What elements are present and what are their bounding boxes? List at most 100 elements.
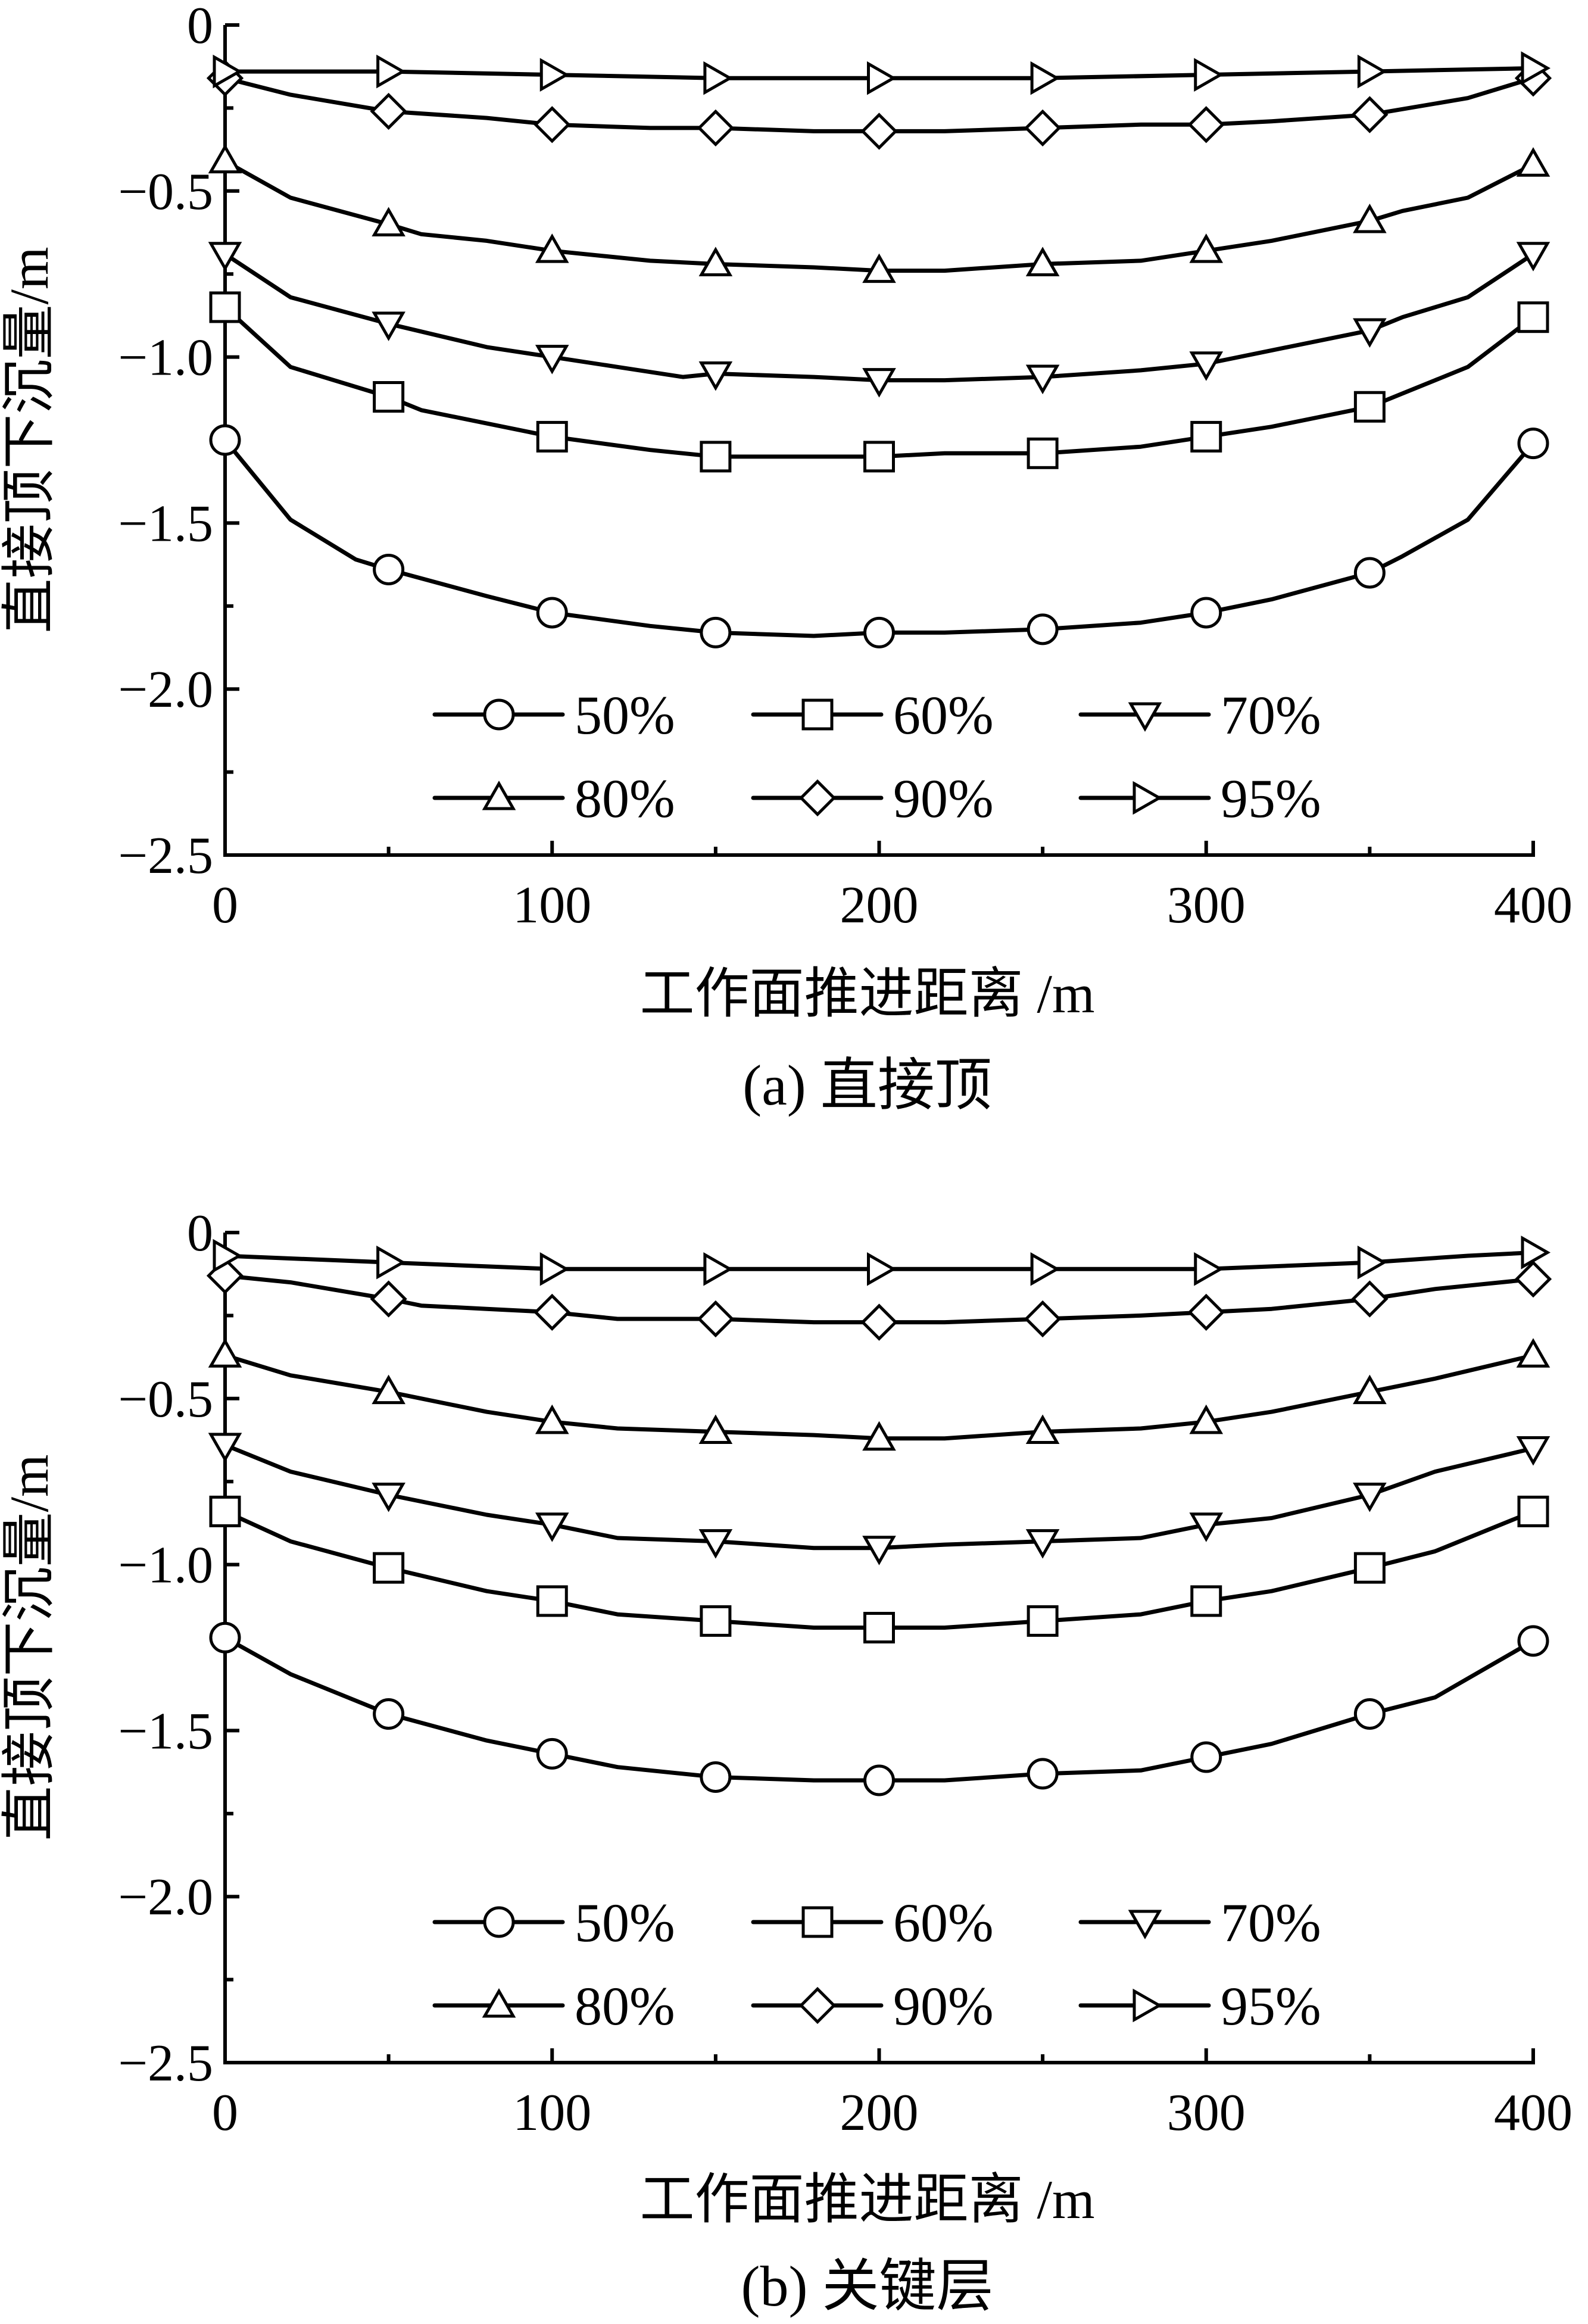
data-point — [1353, 1483, 1387, 1512]
data-point — [373, 553, 405, 585]
data-point — [1357, 54, 1387, 89]
legend-item: 80% — [432, 1976, 675, 2036]
data-point — [1353, 318, 1387, 348]
data-point — [1187, 1293, 1225, 1331]
data-point — [1353, 203, 1387, 233]
data-point — [1027, 1605, 1059, 1637]
data-point — [863, 1764, 895, 1796]
legend-marker — [482, 1988, 516, 2018]
data-point — [700, 1761, 732, 1793]
data-point — [1024, 1300, 1062, 1338]
legend-item: 60% — [751, 1892, 994, 1953]
data-point — [1027, 1758, 1059, 1790]
data-point — [697, 1300, 735, 1338]
series-50% — [209, 1621, 1549, 1796]
data-point — [539, 58, 570, 92]
y-tick-label: −2.0 — [118, 661, 213, 719]
data-point — [373, 381, 405, 413]
data-point — [1516, 1338, 1550, 1368]
data-point — [1190, 420, 1222, 453]
data-point — [698, 361, 733, 391]
data-point — [534, 106, 571, 144]
legend-marker — [798, 779, 837, 817]
data-point — [1190, 597, 1222, 629]
data-point — [1521, 1236, 1551, 1269]
data-point — [703, 61, 733, 95]
data-point — [213, 1239, 243, 1273]
data-point — [1517, 301, 1549, 333]
x-tick-label: 0 — [212, 876, 238, 934]
legend-label: 90% — [893, 1976, 994, 2036]
y-axis-label: 直接顶下沉量/m — [0, 247, 60, 633]
legend-item: 90% — [751, 1976, 994, 2036]
legend-item: 50% — [432, 685, 675, 745]
data-point — [1351, 96, 1389, 133]
data-point — [1027, 613, 1059, 645]
series-70% — [208, 1433, 1550, 1565]
data-point — [1353, 1552, 1386, 1584]
legend-marker — [798, 1986, 837, 2024]
series-line — [223, 1509, 1536, 1630]
x-axis-label: 工作面推进距离 /m — [639, 963, 1094, 1024]
x-tick-label: 300 — [1167, 2084, 1246, 2142]
data-point — [1025, 364, 1060, 395]
data-point — [209, 291, 241, 323]
data-point — [1353, 391, 1386, 423]
data-point — [1517, 1495, 1549, 1527]
legend-marker — [482, 780, 516, 810]
y-tick-label: −1.5 — [118, 1702, 213, 1760]
data-point — [1187, 106, 1225, 144]
y-tick-label: −1.0 — [118, 1537, 213, 1595]
data-point — [1027, 437, 1059, 469]
data-point — [863, 616, 895, 648]
data-point — [862, 368, 896, 398]
legend-label: 80% — [575, 1976, 675, 2036]
data-point — [536, 1585, 568, 1617]
legend-item: 50% — [432, 1892, 675, 1953]
legend-marker — [1128, 702, 1162, 732]
data-point — [1521, 51, 1551, 85]
data-point — [536, 597, 568, 629]
data-point — [535, 1512, 569, 1542]
legend-label: 70% — [1221, 685, 1321, 745]
data-point — [1189, 1404, 1224, 1434]
data-point — [539, 1252, 570, 1286]
data-point — [1357, 1245, 1387, 1280]
data-point — [698, 1529, 733, 1559]
data-point — [213, 54, 243, 89]
x-tick-label: 100 — [513, 2084, 591, 2142]
chart-b: 0 100 200 300 400 0 −0.5 −1.0 −1.5 −2.0 −2.5 50% 60%… — [0, 1205, 1573, 2318]
data-point — [1030, 1252, 1060, 1286]
series-line — [223, 1635, 1536, 1783]
data-point — [209, 1621, 241, 1654]
series-line — [223, 1250, 1536, 1271]
data-point — [209, 424, 241, 456]
data-point — [372, 1483, 405, 1512]
data-point — [860, 1303, 898, 1341]
series-line — [223, 1274, 1536, 1325]
data-point — [208, 144, 242, 174]
y-axis-label: 直接顶下沉量/m — [0, 1454, 60, 1841]
legend-marker — [801, 1906, 834, 1938]
series-60% — [209, 1495, 1549, 1644]
data-point — [208, 1433, 242, 1462]
data-point — [1190, 1585, 1222, 1617]
data-point — [372, 207, 405, 237]
legend-item: 95% — [1078, 1976, 1321, 2036]
legend-item: 70% — [1078, 1892, 1321, 1953]
y-tick-label: −0.5 — [118, 1371, 213, 1428]
data-point — [536, 420, 568, 453]
legend-marker — [483, 698, 515, 731]
legend-item: 80% — [432, 768, 675, 829]
data-point — [860, 113, 898, 150]
data-point — [535, 233, 569, 263]
data-point — [372, 1374, 405, 1405]
data-point — [209, 1495, 241, 1527]
data-point — [698, 1414, 733, 1445]
chart-caption: (a) 直接顶 — [742, 1053, 992, 1117]
data-point — [700, 616, 732, 648]
data-point — [1189, 233, 1224, 263]
y-tick-label: −1.5 — [118, 495, 213, 553]
data-point — [700, 1605, 732, 1637]
